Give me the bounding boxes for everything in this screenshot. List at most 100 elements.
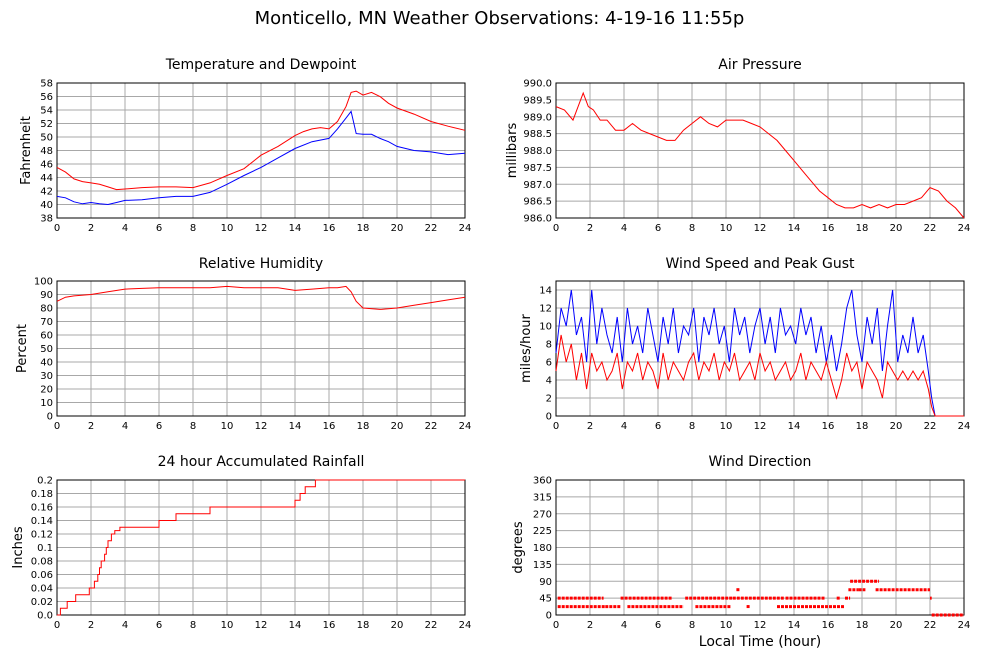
chart-pressure-ytick-label: 990.0 (523, 79, 552, 90)
chart-rain-ytick-label: 0.2 (37, 476, 53, 487)
chart-rain-ytick-label: 0.16 (31, 503, 53, 514)
chart-pressure-ytick-label: 989.0 (523, 112, 552, 123)
chart-wind-xtick-label: 0 (553, 421, 559, 432)
chart-wind-series-1-line (555, 289, 964, 417)
chart-temp-ytick-label: 58 (40, 79, 53, 90)
chart-humidity-ytick-label: 40 (40, 358, 53, 369)
chart-wind-xtick-label: 10 (720, 421, 733, 432)
chart-wind-ytick-label: 4 (546, 376, 552, 387)
chart-pressure-xtick-label: 12 (754, 223, 767, 234)
chart-temp-series-2-line (56, 110, 466, 206)
chart-direction-ylabel: degrees (511, 521, 526, 574)
chart-pressure-ytick-label: 988.5 (523, 129, 552, 140)
chart-direction-ytick-label: 315 (533, 492, 552, 503)
chart-pressure-xtick-label: 2 (587, 223, 593, 234)
chart-pressure-ytick-label: 986.5 (523, 197, 552, 208)
chart-pressure-xtick-label: 24 (958, 223, 971, 234)
chart-direction-xtick-label: 14 (788, 620, 801, 631)
chart-rain-title: 24 hour Accumulated Rainfall (158, 454, 365, 470)
chart-direction-direction-point (836, 596, 840, 600)
chart-wind-ytick-label: 6 (546, 358, 552, 369)
x-axis-caption: Local Time (hour) (698, 634, 822, 650)
chart-direction-ytick-label: 225 (533, 526, 552, 537)
chart-rain-ylabel: Inches (11, 526, 26, 568)
chart-temp-ytick-label: 56 (40, 92, 53, 103)
chart-temp-ytick-label: 54 (40, 106, 53, 117)
chart-direction-direction-point (736, 588, 740, 592)
chart-temp-ytick-label: 50 (40, 133, 53, 144)
chart-pressure-xtick-label: 16 (822, 223, 835, 234)
chart-humidity-xtick-label: 18 (357, 421, 370, 432)
chart-rain-xtick-label: 2 (88, 620, 94, 631)
chart-wind-ytick-label: 2 (546, 394, 552, 405)
chart-rain-xtick-label: 14 (289, 620, 302, 631)
chart-rain-series-1-line (57, 479, 465, 616)
chart-direction-xtick-label: 24 (958, 620, 971, 631)
chart-rain-xtick-label: 0 (54, 620, 60, 631)
chart-humidity-series-1-line (56, 285, 466, 310)
chart-temp-xtick-label: 2 (88, 223, 94, 234)
chart-humidity-xtick-label: 0 (54, 421, 60, 432)
chart-pressure-ytick-label: 987.0 (523, 180, 552, 191)
chart-direction-xtick-label: 12 (754, 620, 767, 631)
chart-pressure-ytick-label: 986.0 (523, 214, 552, 225)
chart-humidity-ytick-label: 20 (40, 385, 53, 396)
chart-humidity-ytick-label: 50 (40, 344, 53, 355)
chart-pressure-series-1-line (555, 91, 965, 219)
chart-rain-ytick-label: 0.14 (31, 516, 53, 527)
chart-humidity-ytick-label: 100 (34, 277, 53, 288)
chart-pressure-xtick-label: 8 (689, 223, 695, 234)
chart-pressure-xtick-label: 22 (924, 223, 937, 234)
chart-pressure-xtick-label: 6 (655, 223, 661, 234)
chart-rain-ytick-label: 0.02 (31, 597, 53, 608)
chart-pressure-title: Air Pressure (718, 57, 801, 73)
chart-pressure-xtick-label: 20 (890, 223, 903, 234)
chart-humidity-ytick-label: 70 (40, 317, 53, 328)
chart-temp-frame (56, 82, 466, 219)
chart-wind-frame (555, 280, 965, 417)
chart-wind-xtick-label: 2 (587, 421, 593, 432)
chart-pressure-ytick-label: 989.5 (523, 95, 552, 106)
chart-wind-xtick-label: 14 (788, 421, 801, 432)
chart-direction-ytick-label: 45 (539, 594, 552, 605)
chart-wind-xtick-label: 4 (621, 421, 627, 432)
page-title: Monticello, MN Weather Observations: 4-1… (254, 8, 745, 29)
chart-direction-xtick-label: 4 (621, 620, 627, 631)
chart-pressure-xtick-label: 10 (720, 223, 733, 234)
chart-wind-series-2-line (555, 334, 964, 417)
chart-wind-xtick-label: 22 (924, 421, 937, 432)
chart-temp-ytick-label: 48 (40, 146, 53, 157)
chart-pressure-xtick-label: 4 (621, 223, 627, 234)
chart-rain-xtick-label: 18 (357, 620, 370, 631)
chart-wind-ytick-label: 12 (539, 304, 552, 315)
chart-pressure-frame (555, 82, 965, 219)
chart-rain-ytick-label: 0.18 (31, 489, 53, 500)
chart-temp-xtick-label: 12 (255, 223, 268, 234)
chart-direction-xtick-label: 18 (856, 620, 869, 631)
chart-wind-ytick-label: 14 (539, 286, 552, 297)
chart-humidity-title: Relative Humidity (199, 256, 323, 272)
chart-pressure-ytick-label: 988.0 (523, 146, 552, 157)
chart-rain-ytick-label: 0.0 (37, 611, 53, 622)
chart-direction-frame (555, 479, 965, 616)
chart-humidity-ylabel: Percent (15, 324, 30, 373)
chart-humidity-xtick-label: 10 (221, 421, 234, 432)
chart-rain-xtick-label: 24 (459, 620, 472, 631)
chart-humidity-xtick-label: 4 (122, 421, 128, 432)
chart-humidity-ytick-label: 90 (40, 290, 53, 301)
chart-humidity-ytick-label: 0 (47, 412, 53, 423)
chart-rain-xtick-label: 22 (425, 620, 438, 631)
chart-humidity-xtick-label: 16 (323, 421, 336, 432)
chart-direction-title: Wind Direction (709, 454, 812, 470)
chart-direction-direction-point (746, 605, 750, 609)
chart-pressure-xtick-label: 0 (553, 223, 559, 234)
chart-direction-ytick-label: 0 (546, 611, 552, 622)
chart-direction-xtick-label: 8 (689, 620, 695, 631)
chart-temp-xtick-label: 14 (289, 223, 302, 234)
chart-rain-ytick-label: 0.04 (31, 584, 53, 595)
chart-temp-xtick-label: 24 (459, 223, 472, 234)
chart-temp-xtick-label: 8 (190, 223, 196, 234)
chart-wind-xtick-label: 18 (856, 421, 869, 432)
chart-temp-xtick-label: 10 (221, 223, 234, 234)
